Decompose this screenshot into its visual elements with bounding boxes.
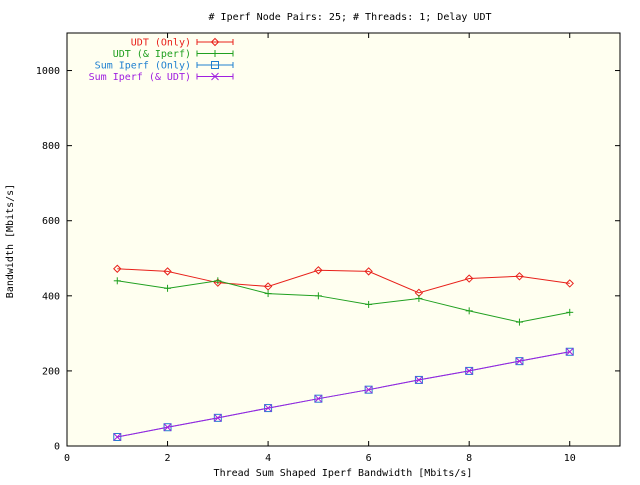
data-point-diamond <box>314 266 323 275</box>
series-2 <box>113 277 574 326</box>
data-point-diamond <box>263 282 273 291</box>
legend-label: Sum Iperf (Only) <box>95 61 191 72</box>
plot-area <box>66 32 621 447</box>
legend-item: Sum Iperf (Only) <box>95 61 234 72</box>
x-stroke-b <box>465 367 474 375</box>
data-point-square <box>414 375 423 384</box>
data-point-x <box>415 376 423 384</box>
data-point-plus <box>415 294 423 302</box>
data-point-plus <box>264 290 272 298</box>
data-point-plus <box>365 300 373 308</box>
x-tick-label: 0 <box>64 453 70 464</box>
data-point-x <box>163 423 172 432</box>
x-axis-label: Thread Sum Shaped Iperf Bandwidth [Mbits… <box>214 468 473 479</box>
data-point-square <box>314 394 323 403</box>
x-stroke-b <box>113 433 122 441</box>
x-stroke-b <box>415 376 423 384</box>
data-point-plus <box>314 292 322 300</box>
data-point-x <box>565 347 574 356</box>
data-point-x <box>113 433 122 441</box>
data-point-plus <box>214 277 222 285</box>
data-point-square <box>163 423 172 432</box>
data-point-x <box>264 404 272 412</box>
y-tick-label: 800 <box>42 141 60 152</box>
y-tick-label: 600 <box>42 216 60 227</box>
data-point-plus <box>515 318 523 326</box>
x-tick-label: 2 <box>165 453 171 464</box>
series-line <box>117 268 570 294</box>
data-point-plus <box>211 50 219 57</box>
x-stroke-b <box>264 404 272 412</box>
x-tick-label: 6 <box>366 453 372 464</box>
data-point-diamond <box>210 37 220 47</box>
data-point-diamond <box>163 267 172 276</box>
x-tick-label: 10 <box>564 453 576 464</box>
data-point-diamond <box>464 274 474 283</box>
data-point-square <box>364 385 373 394</box>
chart-title: # Iperf Node Pairs: 25; # Threads: 1; De… <box>209 12 492 23</box>
x-stroke-b <box>163 423 172 432</box>
data-point-x <box>314 394 323 403</box>
legend-label: UDT (& Iperf) <box>113 49 191 60</box>
data-point-x <box>364 385 373 394</box>
data-point-square <box>211 61 219 69</box>
data-point-plus <box>566 308 574 316</box>
series-group <box>113 264 574 441</box>
data-point-square <box>565 347 574 356</box>
series-line <box>117 351 570 438</box>
x-stroke-b <box>565 347 574 356</box>
series-line <box>117 280 570 323</box>
data-point-plus <box>113 277 121 285</box>
legend-item: UDT (Only) <box>131 37 234 49</box>
data-point-diamond <box>515 272 524 281</box>
x-tick-label: 4 <box>265 453 271 464</box>
x-stroke-b <box>515 357 524 366</box>
series-1 <box>113 264 574 298</box>
y-tick-label: 0 <box>54 442 60 453</box>
data-point-x <box>465 367 474 375</box>
legend-label: UDT (Only) <box>131 38 191 49</box>
x-stroke-b <box>314 394 323 403</box>
x-stroke-b <box>211 72 219 81</box>
y-tick-label: 1000 <box>36 66 60 77</box>
legend: UDT (Only)UDT (& Iperf)Sum Iperf (Only)S… <box>89 37 234 83</box>
data-point-square <box>264 404 273 413</box>
data-point-square <box>113 432 122 441</box>
data-point-diamond <box>565 279 574 288</box>
x-tick-label: 8 <box>466 453 472 464</box>
y-tick-label: 200 <box>42 366 60 377</box>
data-point-x <box>211 72 219 81</box>
axes: 0 2 4 6 8 10 0 200 400 600 800 1000 <box>36 33 620 464</box>
legend-item: Sum Iperf (& UDT) <box>89 72 234 83</box>
data-point-diamond <box>113 264 122 273</box>
y-tick-label: 400 <box>42 291 60 302</box>
series-4 <box>113 347 574 441</box>
x-stroke-b <box>213 413 222 422</box>
data-point-plus <box>164 284 172 292</box>
data-point-square <box>213 413 222 422</box>
data-point-x <box>515 357 524 366</box>
data-point-square <box>515 357 524 366</box>
data-point-plus <box>465 307 473 315</box>
data-point-square <box>465 366 474 375</box>
legend-item: UDT (& Iperf) <box>113 49 234 60</box>
data-point-x <box>213 413 222 422</box>
legend-label: Sum Iperf (& UDT) <box>89 72 191 83</box>
y-axis-label: Bandwidth [Mbits/s] <box>5 184 16 298</box>
data-point-diamond <box>364 267 373 276</box>
x-stroke-b <box>364 385 373 394</box>
